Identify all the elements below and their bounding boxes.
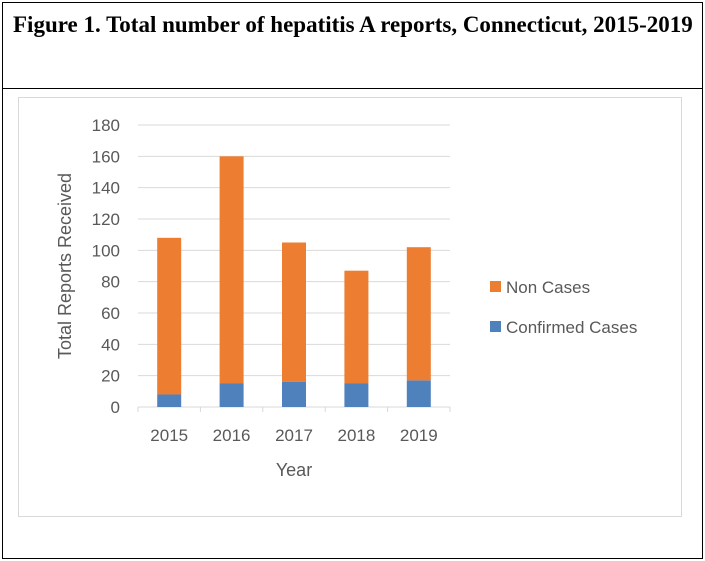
x-tick-label: 2018 <box>337 426 375 445</box>
bar-confirmed-cases <box>219 383 244 407</box>
legend-swatch <box>490 321 501 332</box>
y-tick-label: 20 <box>101 367 120 386</box>
y-tick-label: 0 <box>111 398 120 417</box>
legend-swatch <box>490 281 501 292</box>
x-axis-title: Year <box>276 460 312 480</box>
x-tick-label: 2017 <box>275 426 313 445</box>
y-tick-label: 40 <box>101 335 120 354</box>
x-tick-label: 2015 <box>150 426 188 445</box>
bar-non-cases <box>157 237 182 395</box>
x-tick-label: 2016 <box>213 426 251 445</box>
bar-confirmed-cases <box>282 381 306 407</box>
y-axis-title: Total Reports Received <box>55 173 75 359</box>
figure-title: Figure 1. Total number of hepatitis A re… <box>13 12 693 37</box>
bar-confirmed-cases <box>344 383 369 407</box>
bar-non-cases <box>406 247 431 381</box>
y-tick-label: 120 <box>92 210 120 229</box>
y-tick-label: 100 <box>92 241 120 260</box>
y-tick-label: 140 <box>92 179 120 198</box>
x-tick-label: 2019 <box>400 426 438 445</box>
y-tick-label: 80 <box>101 273 120 292</box>
bar-non-cases <box>282 242 306 382</box>
legend-label: Non Cases <box>506 278 590 297</box>
bar-non-cases <box>219 156 244 384</box>
y-tick-label: 180 <box>92 116 120 135</box>
legend-label: Confirmed Cases <box>506 318 637 337</box>
chart-frame <box>18 97 682 517</box>
bar-confirmed-cases <box>157 394 182 407</box>
y-tick-label: 60 <box>101 304 120 323</box>
title-box: Figure 1. Total number of hepatitis A re… <box>2 2 703 89</box>
bar-non-cases <box>344 270 369 384</box>
bar-confirmed-cases <box>406 380 431 407</box>
y-tick-label: 160 <box>92 147 120 166</box>
